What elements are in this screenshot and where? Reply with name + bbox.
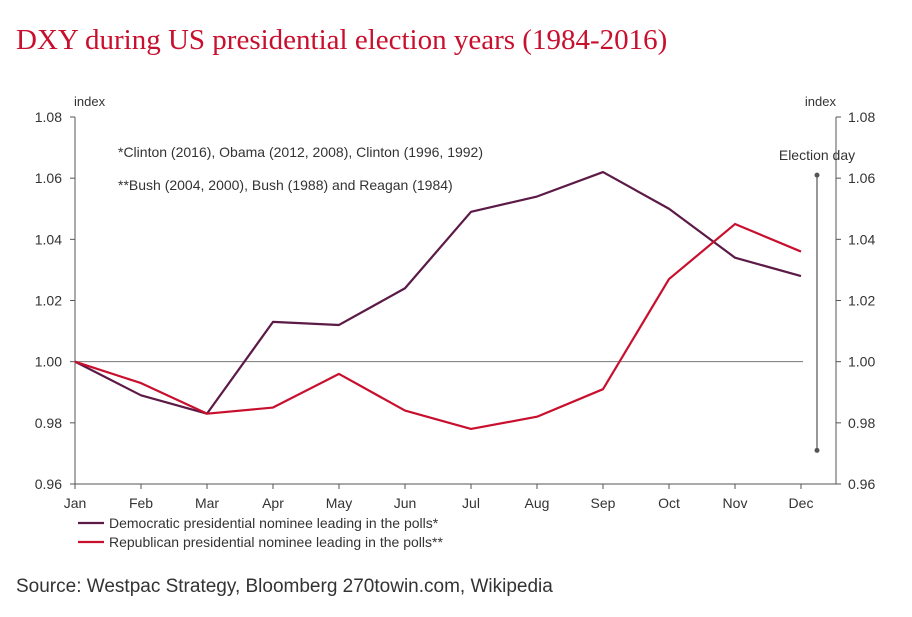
x-tick-label: Jun	[394, 495, 417, 511]
y-axis-label-right: index	[805, 94, 837, 109]
election-day-marker-bottom-dot	[814, 447, 820, 453]
x-tick-label: Nov	[723, 495, 748, 511]
y-tick-label-right: 1.08	[848, 109, 875, 125]
chart-axes: index index 0.96 0.96 0.98 0.98 1.00 1.00 1.02 1.…	[35, 94, 876, 511]
source-note: Source: Westpac Strategy, Bloomberg 270t…	[16, 576, 553, 597]
y-tick-label-right: 1.00	[848, 354, 875, 370]
legend-label: Republican presidential nominee leading …	[109, 534, 443, 550]
y-tick-label-left: 0.98	[35, 415, 62, 431]
x-tick-label: Oct	[658, 495, 680, 511]
y-tick-label-right: 0.98	[848, 415, 875, 431]
y-tick-label-left: 1.06	[35, 170, 62, 186]
x-tick-label: Dec	[789, 495, 814, 511]
x-tick-label: Jan	[64, 495, 87, 511]
y-tick-label-right: 1.04	[848, 231, 875, 247]
y-tick-label-left: 0.96	[35, 476, 62, 492]
election-day-label: Election day	[779, 147, 855, 163]
republican-series-line	[74, 222, 802, 431]
annotation-democratic-note: *Clinton (2016), Obama (2012, 2008), Cli…	[118, 144, 483, 160]
annotation-republican-note: **Bush (2004, 2000), Bush (1988) and Rea…	[118, 177, 453, 193]
annotations-group: *Clinton (2016), Obama (2012, 2008), Cli…	[118, 144, 855, 453]
chart-title: DXY during US presidential election year…	[16, 24, 668, 56]
election-day-marker-top-dot	[814, 172, 820, 178]
x-tick-label: Aug	[525, 495, 550, 511]
democratic-series-line	[74, 170, 802, 415]
y-tick-label-left: 1.08	[35, 109, 62, 125]
x-tick-label: Feb	[129, 495, 153, 511]
y-tick-label-right: 1.02	[848, 293, 875, 309]
x-tick-label: Sep	[591, 495, 616, 511]
x-tick-label: Mar	[195, 495, 219, 511]
y-tick-label-left: 1.04	[35, 231, 62, 247]
y-tick-label-right: 1.06	[848, 170, 875, 186]
y-tick-label-left: 1.00	[35, 354, 62, 370]
y-tick-label-left: 1.02	[35, 293, 62, 309]
x-tick-label: May	[326, 495, 352, 511]
y-tick-label-right: 0.96	[848, 476, 875, 492]
series-group	[74, 170, 802, 431]
legend: Democratic presidential nominee leading …	[78, 515, 443, 550]
x-tick-label: Jul	[462, 495, 480, 511]
y-axis-label-left: index	[74, 94, 106, 109]
legend-label: Democratic presidential nominee leading …	[109, 515, 439, 531]
x-tick-label: Apr	[262, 495, 284, 511]
